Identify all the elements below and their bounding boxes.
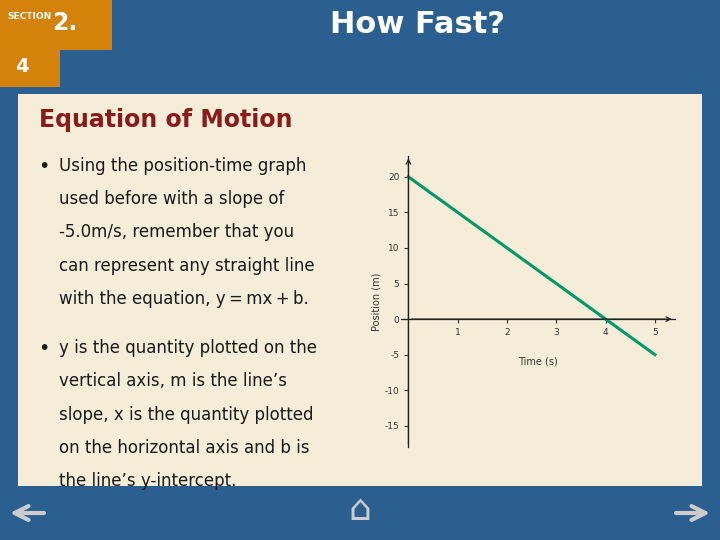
Text: •: •	[39, 339, 50, 358]
Text: with the equation, y = mx + b.: with the equation, y = mx + b.	[59, 290, 309, 308]
Text: -5.0m/s, remember that you: -5.0m/s, remember that you	[59, 224, 294, 241]
Text: Using the position-time graph: Using the position-time graph	[59, 157, 307, 174]
Text: the line’s y-intercept.: the line’s y-intercept.	[59, 472, 236, 490]
Bar	[0, 0, 112, 50]
Text: y is the quantity plotted on the: y is the quantity plotted on the	[59, 339, 317, 357]
X-axis label: Time (s): Time (s)	[518, 356, 558, 367]
Text: used before with a slope of: used before with a slope of	[59, 190, 284, 208]
Text: vertical axis, m is the line’s: vertical axis, m is the line’s	[59, 372, 287, 390]
Text: slope, x is the quantity plotted: slope, x is the quantity plotted	[59, 406, 313, 424]
Text: 2.: 2.	[52, 11, 77, 35]
Bar	[0, 50, 60, 87]
Text: ⌂: ⌂	[348, 494, 372, 527]
Text: How Fast?: How Fast?	[330, 10, 505, 39]
Text: can represent any straight line: can represent any straight line	[59, 256, 315, 275]
Y-axis label: Position (m): Position (m)	[372, 272, 382, 330]
Text: on the horizontal axis and b is: on the horizontal axis and b is	[59, 439, 310, 457]
Text: •: •	[39, 157, 50, 176]
FancyBboxPatch shape	[12, 91, 708, 490]
Text: SECTION: SECTION	[7, 12, 51, 22]
Text: Equation of Motion: Equation of Motion	[39, 107, 292, 132]
Text: 4: 4	[15, 57, 28, 76]
